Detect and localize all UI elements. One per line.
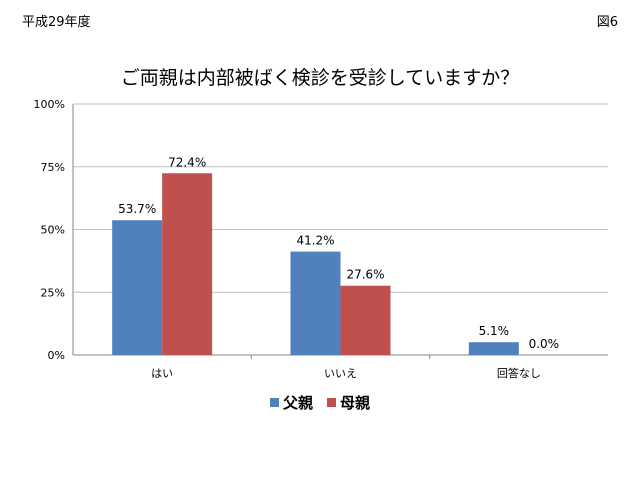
bar-father	[468, 342, 519, 355]
legend-swatch-mother	[327, 398, 336, 407]
legend-swatch-father	[269, 398, 279, 407]
bar-mother	[340, 285, 391, 355]
fiscal-year-label: 平成29年度	[22, 15, 91, 30]
y-tick-label: 25%	[41, 286, 65, 299]
data-label: 53.7%	[118, 202, 156, 216]
x-category-label: はい	[151, 367, 173, 380]
y-tick-label: 75%	[41, 161, 65, 174]
legend-label-father: 父親	[282, 394, 313, 412]
data-label: 0.0%	[529, 337, 560, 351]
bar-father	[290, 251, 341, 355]
bar-father	[112, 220, 163, 355]
legend-item-mother: 母親	[327, 392, 370, 413]
bar-mother	[162, 173, 213, 355]
x-category-label: いいえ	[324, 367, 357, 380]
data-label: 5.1%	[479, 324, 510, 338]
chart-title: ご両親は内部被ばく検診を受診していますか？	[120, 67, 520, 89]
y-tick-label: 100%	[34, 98, 65, 111]
y-tick-label: 50%	[41, 224, 65, 237]
data-label: 27.6%	[346, 268, 384, 282]
x-category-label: 回答なし	[497, 366, 541, 380]
data-label: 72.4%	[168, 155, 206, 169]
figure-number-label: 図6	[596, 15, 618, 30]
legend-item-father: 父親	[269, 392, 313, 413]
data-label: 41.2%	[296, 234, 334, 248]
legend: 父親 母親	[0, 392, 640, 413]
legend-label-mother: 母親	[340, 394, 371, 412]
y-tick-label: 0%	[48, 349, 65, 362]
